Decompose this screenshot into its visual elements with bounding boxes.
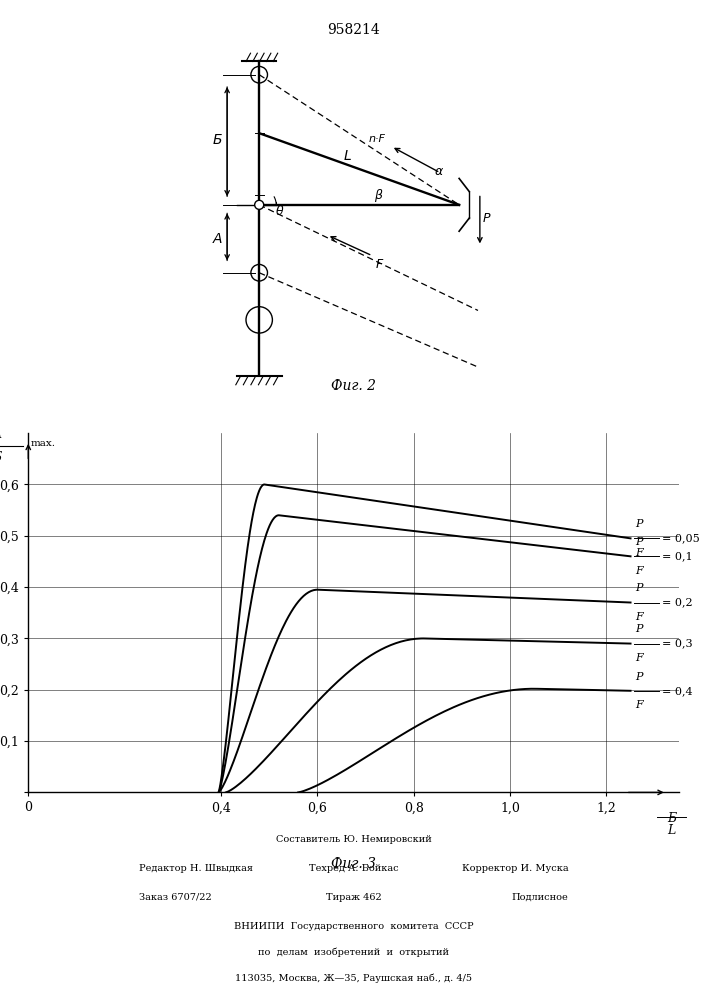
Text: = 0,3: = 0,3 bbox=[662, 639, 692, 649]
Text: F: F bbox=[636, 548, 643, 558]
Text: F: F bbox=[636, 612, 643, 622]
Text: Корректор И. Муска: Корректор И. Муска bbox=[462, 864, 568, 873]
Text: Техред А. Бойкас: Техред А. Бойкас bbox=[309, 864, 398, 873]
Text: F: F bbox=[636, 700, 643, 710]
Text: Б: Б bbox=[213, 133, 223, 147]
Text: = 0,2: = 0,2 bbox=[662, 598, 692, 608]
Text: = 0,05: = 0,05 bbox=[662, 533, 700, 543]
Text: Составитель Ю. Немировский: Составитель Ю. Немировский bbox=[276, 835, 431, 844]
Text: max.: max. bbox=[30, 439, 56, 448]
Text: Фиг. 2: Фиг. 2 bbox=[331, 379, 376, 393]
Text: α: α bbox=[434, 165, 443, 178]
Text: θ: θ bbox=[276, 205, 284, 218]
Text: Фиг. 3: Фиг. 3 bbox=[331, 857, 376, 871]
Text: P: P bbox=[636, 537, 643, 547]
Text: A: A bbox=[213, 232, 223, 246]
Text: F: F bbox=[636, 566, 643, 576]
Text: P: P bbox=[636, 583, 643, 593]
Circle shape bbox=[255, 200, 264, 209]
Text: 958214: 958214 bbox=[327, 23, 380, 37]
Text: = 0,1: = 0,1 bbox=[662, 551, 692, 561]
Text: P: P bbox=[636, 672, 643, 682]
Text: P: P bbox=[483, 212, 491, 225]
Text: L: L bbox=[344, 149, 351, 163]
Text: = 0,4: = 0,4 bbox=[662, 686, 692, 696]
Text: по  делам  изобретений  и  открытий: по делам изобретений и открытий bbox=[258, 948, 449, 957]
Text: A: A bbox=[0, 428, 2, 441]
Text: F: F bbox=[636, 653, 643, 663]
Text: β: β bbox=[374, 189, 382, 202]
Text: P: P bbox=[636, 624, 643, 634]
Text: 113035, Москва, Ж—35, Раушская наб., д. 4/5: 113035, Москва, Ж—35, Раушская наб., д. … bbox=[235, 974, 472, 983]
Text: ВНИИПИ  Государственного  комитета  СССР: ВНИИПИ Государственного комитета СССР bbox=[234, 922, 473, 931]
Text: Б: Б bbox=[667, 812, 676, 825]
Text: L: L bbox=[667, 824, 676, 837]
Text: Тираж 462: Тираж 462 bbox=[326, 893, 381, 902]
Text: P: P bbox=[636, 519, 643, 529]
Text: n·F: n·F bbox=[368, 134, 385, 144]
Text: Б: Б bbox=[0, 451, 2, 464]
Text: Заказ 6707/22: Заказ 6707/22 bbox=[139, 893, 211, 902]
Text: Редактор Н. Швыдкая: Редактор Н. Швыдкая bbox=[139, 864, 253, 873]
Text: F: F bbox=[376, 258, 383, 271]
Text: Подлисное: Подлисное bbox=[511, 893, 568, 902]
